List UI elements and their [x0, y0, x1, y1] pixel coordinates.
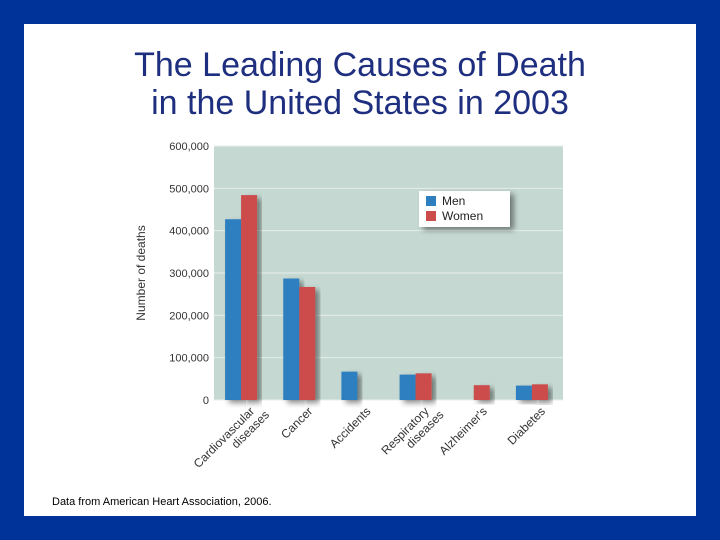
- bar-women: [241, 195, 258, 400]
- x-tick-label: Accidents: [327, 404, 374, 451]
- slide: The Leading Causes of Death in the Unite…: [24, 24, 696, 516]
- bar-women: [415, 373, 432, 400]
- bar-men: [341, 371, 358, 400]
- x-tick-line: Cancer: [278, 404, 315, 441]
- source-note: Data from American Heart Association, 20…: [52, 496, 272, 508]
- x-tick-text: Alzheimer's: [436, 404, 489, 457]
- legend-swatch-men: [426, 196, 436, 206]
- y-tick-label: 300,000: [169, 268, 209, 280]
- x-tick-text: Cardiovasculardiseases: [191, 399, 272, 480]
- y-axis-label: Number of deaths: [134, 225, 148, 320]
- legend-label-men: Men: [442, 194, 465, 208]
- x-tick-label: Cancer: [278, 404, 315, 441]
- y-axis: 0 100,000 200,000 300,000 400,000 500,000 600,…: [169, 141, 209, 407]
- x-tick-label: Alzheimer's: [436, 404, 489, 457]
- x-tick-line: Diabetes: [505, 404, 548, 447]
- bar-men: [283, 278, 300, 400]
- bar-men: [399, 374, 416, 400]
- title-line-1: The Leading Causes of Death: [134, 46, 586, 84]
- x-tick-label: Cardiovasculardiseases: [191, 399, 272, 480]
- x-tick-text: Diabetes: [505, 404, 548, 447]
- y-tick-label: 200,000: [169, 310, 209, 322]
- y-tick-label: 0: [203, 395, 209, 407]
- bar-men: [225, 219, 242, 400]
- x-tick-label: Respiratorydiseases: [378, 399, 446, 467]
- x-tick-text: Respiratorydiseases: [378, 399, 446, 467]
- title-line-2: in the United States in 2003: [151, 84, 569, 122]
- bars: [225, 195, 548, 400]
- gridlines: [214, 145, 563, 401]
- y-tick-label: 500,000: [169, 183, 209, 195]
- x-tick-label: Diabetes: [505, 404, 548, 447]
- bar-women: [531, 384, 548, 400]
- legend-swatch-women: [426, 211, 436, 221]
- x-tick-text: Accidents: [327, 404, 374, 451]
- y-tick-label: 600,000: [169, 141, 209, 153]
- x-tick-text: Cancer: [278, 404, 315, 441]
- bar-women: [299, 286, 316, 400]
- bar-chart: 0 100,000 200,000 300,000 400,000 500,000 600,…: [134, 141, 563, 480]
- legend-label-women: Women: [442, 209, 483, 223]
- chart-container: 0 100,000 200,000 300,000 400,000 500,000 600,…: [24, 24, 696, 516]
- x-tick-line: Accidents: [327, 404, 374, 451]
- x-axis: Cardiovasculardiseases Cancer Accidents Res…: [191, 399, 548, 480]
- y-tick-label: 400,000: [169, 226, 209, 238]
- bar-women: [473, 385, 490, 400]
- slide-title: The Leading Causes of Death in the Unite…: [24, 46, 696, 122]
- x-tick-line: Alzheimer's: [436, 404, 489, 457]
- y-tick-label: 100,000: [169, 353, 209, 365]
- bar-men: [515, 385, 532, 400]
